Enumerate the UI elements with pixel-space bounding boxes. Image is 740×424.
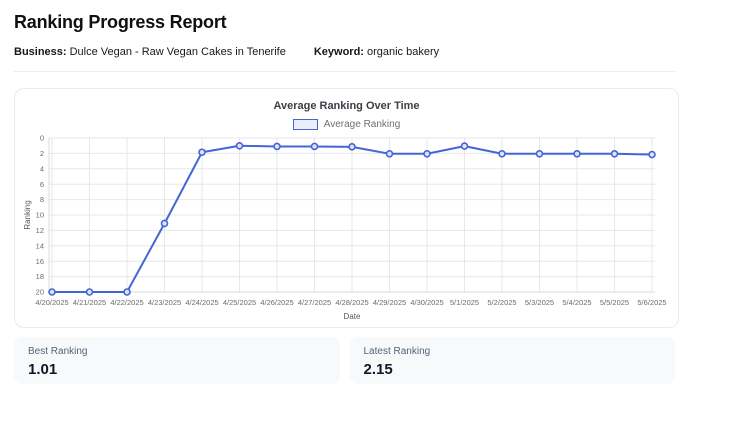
x-tick-label: 4/30/2025 xyxy=(410,298,443,307)
y-tick-label: 4 xyxy=(40,164,44,173)
chart-point[interactable] xyxy=(198,148,206,157)
y-tick-label: 0 xyxy=(40,134,44,143)
x-tick-label: 5/5/2025 xyxy=(600,298,629,307)
chart-point[interactable] xyxy=(348,143,356,151)
chart-area: 0 2 4 6 8 10 12 14 16 18 20 4/20/2025 4/21/2025 4/22/… xyxy=(23,132,670,329)
y-tick-label: 20 xyxy=(36,288,44,297)
ranking-chart[interactable]: 0 2 4 6 8 10 12 14 16 18 204/20/2025 4/21/2025 4/22/… xyxy=(23,132,669,324)
chart-point[interactable] xyxy=(573,149,581,158)
latest-ranking-card: Latest Ranking 2.15 xyxy=(349,337,675,384)
keyword-value: organic bakery xyxy=(366,46,440,58)
chart-point[interactable] xyxy=(48,288,56,296)
business-label: Business: xyxy=(14,46,67,58)
business-value: Dulce Vegan - Raw Vegan Cakes in Tenerif… xyxy=(69,46,286,58)
x-tick-label: 4/27/2025 xyxy=(298,298,331,307)
keyword-info: Keyword: organic bakery xyxy=(314,46,439,58)
legend-swatch xyxy=(292,118,318,130)
chart-point[interactable] xyxy=(460,142,469,150)
chart-point[interactable] xyxy=(423,149,431,158)
x-tick-label: 5/6/2025 xyxy=(637,298,666,307)
x-tick-label: 4/22/2025 xyxy=(110,298,143,307)
chart-point[interactable] xyxy=(273,142,281,151)
best-ranking-label: Best Ranking xyxy=(28,346,88,357)
x-tick-label: 4/24/2025 xyxy=(185,298,218,307)
x-tick-label: 4/20/2025 xyxy=(35,298,68,307)
latest-ranking-value: 2.15 xyxy=(363,361,393,378)
stats-row: Best Ranking 1.01 Latest Ranking 2.15 xyxy=(14,337,675,384)
y-tick-label: 18 xyxy=(36,272,44,281)
x-tick-label: 4/25/2025 xyxy=(223,298,256,307)
chart-title: Average Ranking Over Time xyxy=(273,100,420,112)
report-page: Ranking Progress Report Business: Dulce V… xyxy=(14,12,726,384)
legend-label: Average Ranking xyxy=(323,118,401,130)
x-tick-label: 4/26/2025 xyxy=(260,298,293,307)
chart-point[interactable] xyxy=(235,141,244,150)
chart-legend[interactable]: Average Ranking xyxy=(23,118,670,130)
y-tick-label: 2 xyxy=(40,149,44,158)
header-divider xyxy=(14,71,675,72)
x-tick-label: 5/3/2025 xyxy=(525,298,554,307)
x-tick-label: 5/2/2025 xyxy=(487,298,516,307)
y-tick-label: 14 xyxy=(36,241,44,250)
y-tick-label: 16 xyxy=(36,257,44,266)
report-meta: Business: Dulce Vegan - Raw Vegan Cakes i… xyxy=(14,46,726,58)
y-axis-title: Ranking xyxy=(23,200,32,229)
chart-point[interactable] xyxy=(385,149,394,158)
x-tick-label: 4/28/2025 xyxy=(335,298,368,307)
x-tick-label: 4/23/2025 xyxy=(148,298,181,307)
chart-point[interactable] xyxy=(610,149,619,158)
latest-ranking-label: Latest Ranking xyxy=(363,346,431,357)
x-tick-label: 4/21/2025 xyxy=(73,298,106,307)
x-tick-label: 5/4/2025 xyxy=(562,298,591,307)
x-tick-label: 5/1/2025 xyxy=(450,298,479,307)
chart-point[interactable] xyxy=(498,149,506,158)
chart-point[interactable] xyxy=(648,150,656,159)
y-tick-label: 10 xyxy=(36,211,44,220)
y-tick-label: 12 xyxy=(36,226,44,235)
business-info: Business: Dulce Vegan - Raw Vegan Cakes i… xyxy=(14,46,286,58)
chart-point[interactable] xyxy=(310,142,319,151)
chart-card: Average Ranking Over Time Average Rankin… xyxy=(14,88,679,328)
y-tick-label: 8 xyxy=(40,195,44,204)
best-ranking-value: 1.01 xyxy=(28,361,58,378)
y-tick-label: 6 xyxy=(40,180,44,189)
page-title: Ranking Progress Report xyxy=(14,12,227,32)
x-axis-title: Date xyxy=(344,312,361,321)
chart-point[interactable] xyxy=(123,288,131,296)
best-ranking-card: Best Ranking 1.01 xyxy=(14,337,340,384)
x-tick-label: 4/29/2025 xyxy=(373,298,406,307)
chart-point[interactable] xyxy=(85,288,94,296)
chart-point[interactable] xyxy=(535,149,544,158)
chart-point[interactable] xyxy=(160,219,169,228)
keyword-label: Keyword: xyxy=(313,46,364,58)
